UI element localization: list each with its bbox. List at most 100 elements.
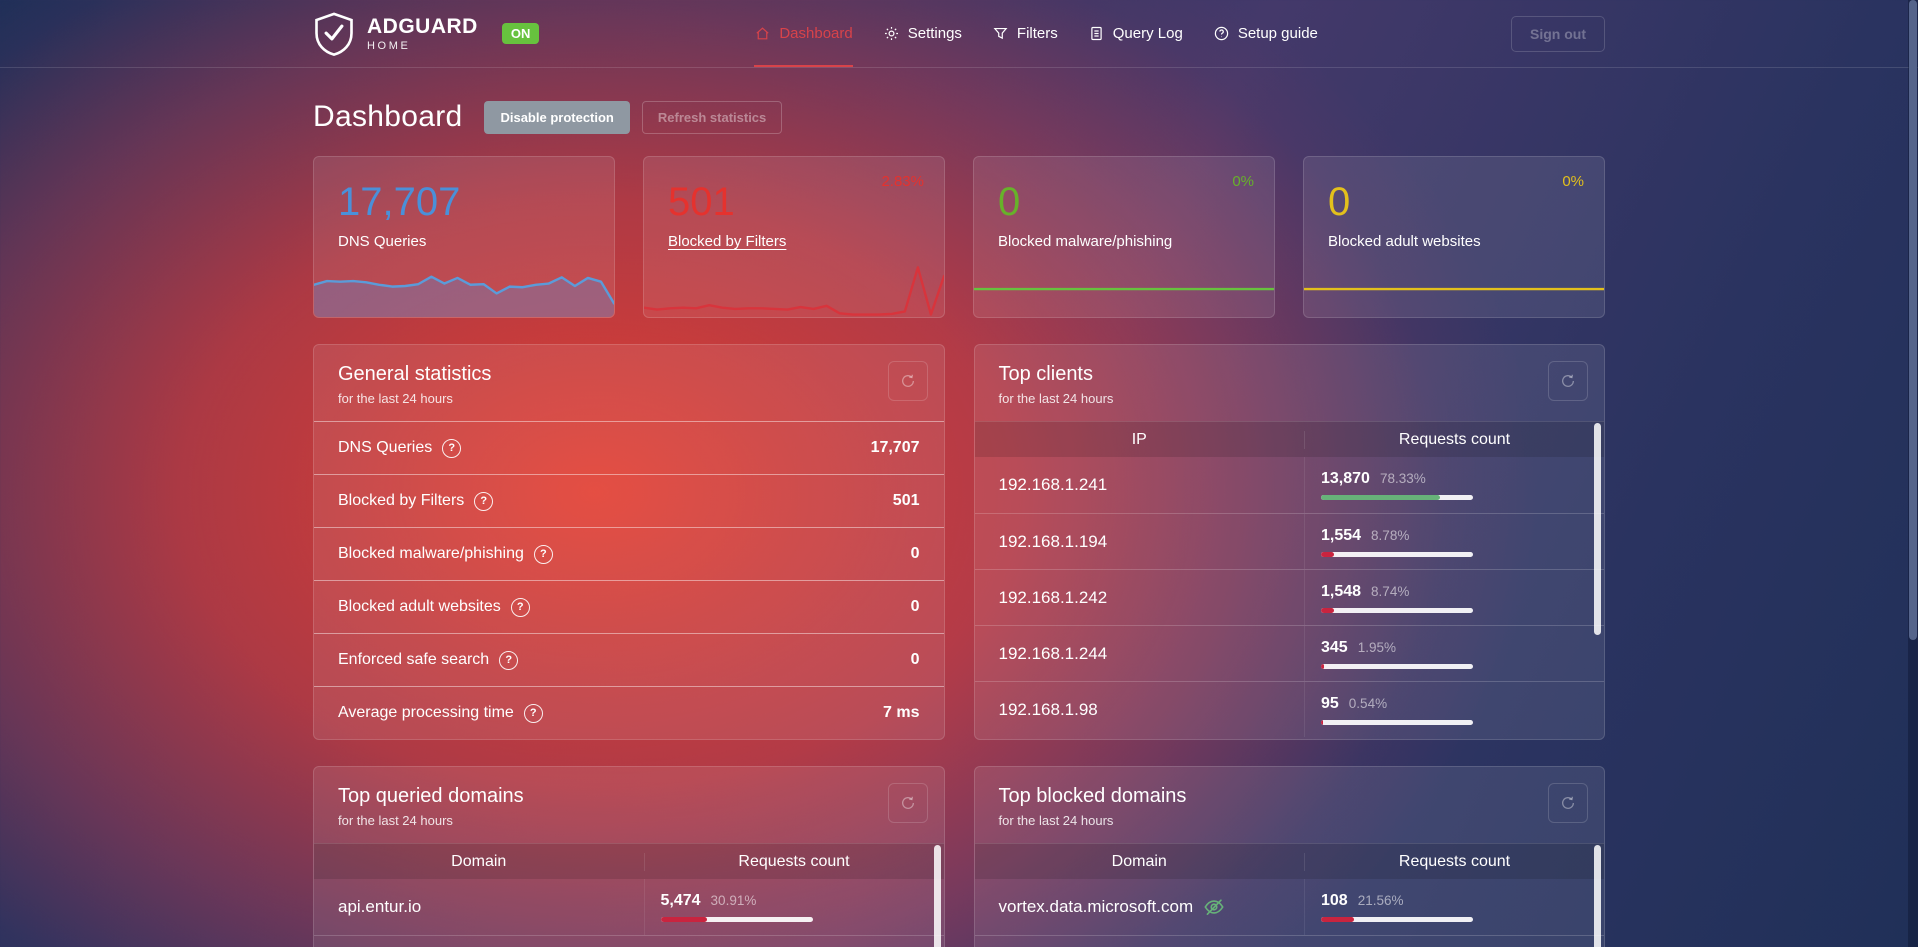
- panel-head: Top queried domains for the last 24 hour…: [314, 767, 944, 843]
- adguard-logo[interactable]: ADGUARD HOME ON: [313, 0, 540, 67]
- row-count: 95: [1321, 694, 1339, 712]
- column-header-ip: IP: [1131, 430, 1147, 448]
- stat-cards: 17,707 DNS Queries 2.83% 501 Blocked by …: [313, 156, 1605, 318]
- nav-settings[interactable]: Settings: [883, 0, 962, 67]
- sign-out-button[interactable]: Sign out: [1511, 15, 1605, 52]
- row-count-cell: 95 0.54%: [1304, 682, 1604, 737]
- brand-name: ADGUARD: [367, 14, 478, 38]
- nav-dashboard[interactable]: Dashboard: [754, 0, 853, 67]
- stat-row: Average processing time? 7 ms: [314, 686, 944, 739]
- row-count-line: 13,870 78.33%: [1321, 470, 1604, 488]
- stat-value: 501: [668, 180, 735, 224]
- progress-bar-fill: [1321, 663, 1324, 669]
- nav-label: Setup guide: [1237, 25, 1318, 42]
- stat-value: 0: [1328, 180, 1351, 224]
- table-row: 192.168.1.98 95 0.54%: [974, 681, 1604, 737]
- stat-row-value: 0: [910, 651, 920, 668]
- progress-bar: [660, 917, 813, 922]
- row-percent: 8.78%: [1371, 527, 1410, 543]
- disable-protection-button[interactable]: Disable protection: [484, 100, 630, 134]
- row-name-cell: 192.168.1.244: [975, 644, 1305, 664]
- row-count-line: 108 21.56%: [1321, 892, 1604, 910]
- refresh-button[interactable]: [887, 783, 928, 823]
- top-queried-domains-panel: Top queried domains for the last 24 hour…: [313, 766, 945, 947]
- row-name-cell: api.entur.io: [314, 897, 644, 917]
- progress-bar-fill: [1321, 495, 1441, 500]
- stat-label: Blocked malware/phishing: [998, 233, 1173, 250]
- panel-title: Top queried domains: [338, 785, 524, 807]
- row-count: 108: [1321, 892, 1348, 909]
- nav-setup-guide[interactable]: Setup guide: [1213, 0, 1318, 67]
- stat-row-label-group: Blocked by Filters?: [338, 491, 494, 511]
- question-icon: [1214, 26, 1229, 41]
- help-icon[interactable]: ?: [499, 650, 519, 670]
- blocked-by-filters-sparkline: [644, 255, 944, 317]
- panel-head: General statistics for the last 24 hours: [314, 345, 944, 421]
- stat-card-blocked-adult: 0% 0 Blocked adult websites: [1303, 156, 1605, 318]
- general-statistics-rows: DNS Queries? 17,707 Blocked by Filters? 501…: [314, 421, 944, 739]
- nav-query-log[interactable]: Query Log: [1088, 0, 1183, 67]
- nav-label: Filters: [1016, 25, 1058, 42]
- progress-bar-fill: [1321, 607, 1335, 613]
- row-percent: 30.91%: [710, 893, 757, 908]
- table-scrollbar-thumb[interactable]: [933, 845, 941, 947]
- row-count-cell: 345 1.95%: [1304, 626, 1604, 681]
- table-header: IP Requests count: [974, 421, 1604, 457]
- nav-filters[interactable]: Filters: [992, 0, 1058, 67]
- blocked-by-filters-link[interactable]: Blocked by Filters: [668, 233, 787, 250]
- stat-row-label: Blocked adult websites: [338, 598, 501, 615]
- progress-bar: [1321, 663, 1473, 669]
- row-count-cell: 13,870 78.33%: [1304, 457, 1604, 513]
- stat-row-label-group: Enforced safe search?: [338, 650, 519, 670]
- panel-subtitle: for the last 24 hours: [998, 813, 1114, 828]
- funnel-icon: [993, 27, 1008, 40]
- stat-card-blocked-by-filters: 2.83% 501 Blocked by Filters: [643, 156, 945, 318]
- row-name: vortex.data.microsoft.com: [998, 897, 1194, 916]
- dashboard-page: Dashboard Disable protection Refresh sta…: [313, 100, 1605, 947]
- table-scrollbar-thumb[interactable]: [1594, 845, 1601, 947]
- gear-icon: [884, 26, 898, 41]
- brand-subtitle: HOME: [367, 39, 411, 52]
- table-row: 192.168.1.194 1,554 8.78%: [974, 513, 1604, 569]
- page-scrollbar-thumb[interactable]: [1909, 0, 1917, 640]
- page-scrollbar-track: [1908, 0, 1918, 947]
- refresh-button[interactable]: [1548, 361, 1588, 401]
- table-row: api.entur.io 5,474 30.91%: [314, 879, 944, 935]
- help-icon[interactable]: ?: [474, 491, 494, 511]
- refresh-statistics-button[interactable]: Refresh statistics: [641, 100, 783, 134]
- row-count-line: 5,474 30.91%: [661, 892, 944, 910]
- refresh-button[interactable]: [887, 361, 928, 401]
- stat-row: DNS Queries? 17,707: [314, 421, 944, 474]
- stat-row: Blocked malware/phishing? 0: [314, 527, 944, 580]
- row-percent: 0.54%: [1348, 695, 1388, 711]
- stat-row: Blocked adult websites? 0: [314, 580, 944, 633]
- stat-row: Blocked by Filters? 501: [314, 474, 944, 527]
- refresh-button[interactable]: [1548, 783, 1588, 823]
- help-icon[interactable]: ?: [442, 438, 462, 458]
- row-name: 192.168.1.194: [998, 531, 1108, 551]
- table-row: 192.168.1.244 345 1.95%: [974, 625, 1604, 681]
- help-icon[interactable]: ?: [523, 703, 543, 723]
- column-header-requests: Requests count: [1304, 430, 1604, 449]
- column-header-domain: Domain: [451, 852, 507, 870]
- row-count-line: 345 1.95%: [1321, 639, 1604, 657]
- stat-card-dns-queries: 17,707 DNS Queries: [313, 156, 615, 318]
- row-count: 345: [1321, 638, 1348, 656]
- table-body: api.entur.io 5,474 30.91%: [314, 879, 944, 947]
- panel-subtitle: for the last 24 hours: [998, 391, 1114, 406]
- row-count-line: 1,554 8.78%: [1321, 527, 1604, 545]
- help-icon[interactable]: ?: [510, 597, 530, 617]
- row-count: 1,554: [1321, 526, 1362, 544]
- table-body: vortex.data.microsoft.com 108 21.56%: [975, 879, 1605, 947]
- row-count-line: 95 0.54%: [1321, 695, 1604, 713]
- row-name: 192.168.1.241: [998, 475, 1108, 494]
- stat-value: 0: [998, 180, 1021, 224]
- header: ADGUARD HOME ON Dashboard Settings Filte…: [0, 0, 1918, 68]
- progress-bar: [1321, 719, 1473, 725]
- stat-row-value: 0: [910, 545, 920, 562]
- progress-bar-fill: [1321, 917, 1354, 922]
- progress-bar-fill: [1321, 719, 1323, 725]
- table-scrollbar-thumb[interactable]: [1594, 423, 1601, 635]
- row-name: api.entur.io: [338, 897, 422, 916]
- help-icon[interactable]: ?: [533, 544, 553, 564]
